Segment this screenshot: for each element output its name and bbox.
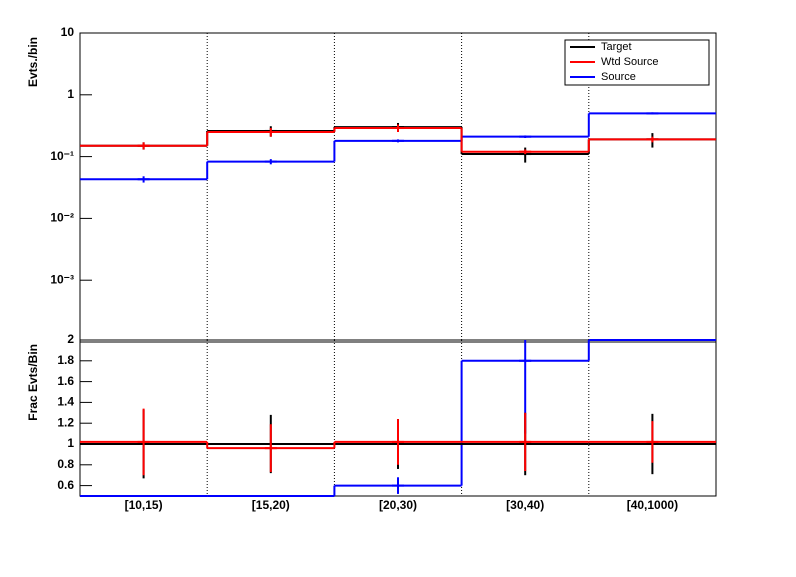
x-tick-label: [10,15) — [125, 498, 163, 512]
y-tick-label: 1 — [67, 436, 74, 450]
x-tick-label: [20,30) — [379, 498, 417, 512]
legend-label: Target — [601, 41, 632, 53]
y-tick-label: 10 — [61, 25, 75, 39]
y-tick-label: 0.6 — [57, 478, 74, 492]
y-tick-label: 1.4 — [57, 395, 74, 409]
y-axis-label: Frac Evts/Bin — [26, 344, 40, 421]
legend-label: Wtd Source — [601, 56, 658, 68]
y-tick-label: 0.8 — [57, 457, 74, 471]
y-tick-label: 10⁻³ — [50, 272, 74, 286]
x-tick-label: [30,40) — [506, 498, 544, 512]
y-tick-label: 10⁻² — [50, 211, 74, 225]
y-tick-label: 1.2 — [57, 415, 74, 429]
y-tick-label: 1 — [67, 87, 74, 101]
x-tick-label: [40,1000) — [627, 498, 678, 512]
plot-frame — [79, 339, 717, 497]
x-tick-label: [15,20) — [252, 498, 290, 512]
y-tick-label: 1.8 — [57, 353, 74, 367]
y-axis-label: Evts./bin — [26, 37, 40, 87]
legend-label: Source — [601, 71, 636, 83]
y-tick-label: 2 — [67, 332, 74, 346]
y-tick-label: 1.6 — [57, 374, 74, 388]
y-tick-label: 10⁻¹ — [50, 149, 74, 163]
plot-frame — [79, 32, 717, 343]
